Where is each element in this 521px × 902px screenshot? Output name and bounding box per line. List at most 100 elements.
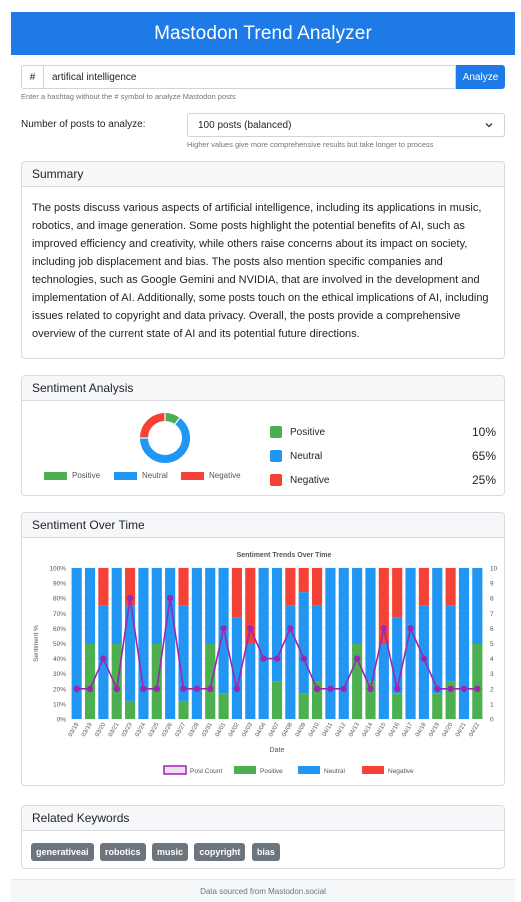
- bar-neutral: [325, 568, 336, 719]
- y-tick-label: 20%: [53, 686, 66, 693]
- post-count-point: [247, 625, 254, 632]
- post-count-point: [73, 685, 80, 692]
- x-axis-label: Date: [270, 747, 285, 754]
- post-count-point: [420, 655, 428, 662]
- posts-count-value: 100 posts (balanced): [198, 119, 292, 131]
- keywords-title: Related Keywords: [32, 811, 130, 825]
- legend-swatch: [362, 766, 384, 774]
- neutral-swatch: [114, 471, 137, 480]
- bar-neutral: [432, 568, 443, 694]
- x-tick-label: 03/19: [81, 721, 94, 738]
- positive-swatch: [44, 471, 67, 480]
- positive-square: [270, 426, 282, 438]
- legend-label: Negative: [209, 471, 241, 480]
- x-tick-label: 04/12: [335, 721, 348, 738]
- footer-text: Data sourced from Mastodon.social: [200, 886, 326, 896]
- hashtag-hint: Enter a hashtag without the # symbol to …: [21, 92, 236, 101]
- post-count-point: [327, 685, 334, 692]
- legend-label: Positive: [72, 471, 101, 480]
- sentiment-percent: 10%: [471, 425, 496, 439]
- bar-neutral: [472, 568, 483, 644]
- bar-neutral: [258, 568, 269, 719]
- post-count-point: [233, 685, 241, 692]
- footer: Data sourced from Mastodon.social: [11, 879, 515, 902]
- x-tick-label: 04/11: [322, 721, 335, 737]
- legend-swatch: [234, 766, 256, 774]
- keyword-badge[interactable]: copyright: [194, 843, 246, 861]
- sentiment-row-neutral: Neutral 65%: [270, 447, 496, 465]
- x-tick-label: 04/09: [295, 721, 308, 738]
- y-tick-label: 80%: [53, 596, 66, 603]
- summary-title: Summary: [32, 167, 84, 181]
- keyword-badge[interactable]: bias: [251, 843, 280, 861]
- post-count-point: [434, 685, 441, 692]
- summary-card: Summary The posts discuss various aspect…: [21, 161, 505, 359]
- y-tick-label: 10%: [53, 701, 66, 708]
- bar-neutral: [71, 568, 82, 719]
- posts-count-select[interactable]: 100 posts (balanced): [187, 113, 505, 137]
- sentiment-label: Neutral: [290, 450, 323, 462]
- bar-negative: [98, 568, 109, 606]
- x-tick-label: 04/15: [375, 721, 388, 738]
- x-tick-label: 03/28: [188, 721, 201, 738]
- donut-separator: [174, 417, 181, 425]
- chevron-down-icon: [485, 123, 493, 128]
- sentiment-label: Negative: [290, 474, 330, 486]
- post-count-point: [100, 655, 107, 662]
- post-count-point: [300, 655, 307, 662]
- bar-neutral: [98, 605, 109, 719]
- x-tick-label: 04/08: [281, 721, 294, 738]
- x-tick-label: 03/26: [161, 721, 174, 738]
- hashtag-input[interactable]: [43, 65, 456, 89]
- bar-positive: [271, 681, 283, 719]
- post-count-point: [113, 685, 120, 692]
- y-tick-label: 50%: [53, 641, 66, 648]
- analyze-button[interactable]: Analyze: [456, 65, 505, 89]
- post-count-point: [273, 655, 281, 662]
- bar-positive: [151, 643, 162, 719]
- bar-positive: [392, 693, 403, 719]
- sentiment-title: Sentiment Analysis: [32, 381, 134, 395]
- sentiment-header: Sentiment Analysis: [22, 376, 504, 401]
- x-tick-label: 04/13: [348, 721, 361, 738]
- bar-negative: [178, 568, 189, 606]
- y2-tick-label: 3: [490, 671, 494, 678]
- x-tick-label: 04/10: [308, 721, 321, 738]
- neutral-square: [270, 450, 282, 462]
- bar-neutral: [205, 568, 216, 644]
- bar-neutral: [338, 568, 349, 719]
- sentiment-percent: 25%: [471, 473, 496, 487]
- keyword-badge[interactable]: generativeai: [31, 843, 94, 861]
- bar-neutral: [285, 605, 296, 719]
- keyword-badge[interactable]: robotics: [99, 843, 146, 861]
- bar-positive: [111, 643, 122, 719]
- y2-tick-label: 0: [490, 717, 494, 724]
- y-tick-label: 60%: [53, 626, 66, 633]
- x-tick-label: 04/17: [402, 721, 415, 738]
- y2-tick-label: 6: [490, 626, 494, 633]
- y-tick-label: 40%: [53, 656, 66, 663]
- y-tick-label: 30%: [53, 671, 66, 678]
- chart-title: Sentiment Trends Over Time: [237, 552, 332, 559]
- x-tick-label: 04/18: [415, 721, 428, 738]
- x-tick-label: 04/03: [241, 721, 254, 738]
- bar-positive: [311, 681, 323, 719]
- keyword-badge[interactable]: music: [151, 843, 188, 861]
- bar-positive: [298, 693, 309, 719]
- y2-tick-label: 4: [490, 656, 494, 663]
- bar-negative: [392, 568, 403, 618]
- y-tick-label: 100%: [49, 566, 66, 573]
- post-count-point: [126, 595, 134, 602]
- legend-label: Negative: [388, 768, 414, 775]
- bar-positive: [178, 700, 189, 719]
- bar-neutral: [111, 568, 122, 644]
- post-count-point: [260, 655, 267, 662]
- post-count-point: [474, 685, 481, 692]
- bar-neutral: [458, 568, 470, 719]
- x-tick-label: 04/04: [255, 721, 268, 738]
- post-count-point: [407, 625, 414, 632]
- post-count-point: [140, 685, 147, 692]
- bar-positive: [472, 643, 483, 719]
- bar-positive: [125, 700, 136, 719]
- x-tick-label: 03/31: [201, 721, 214, 738]
